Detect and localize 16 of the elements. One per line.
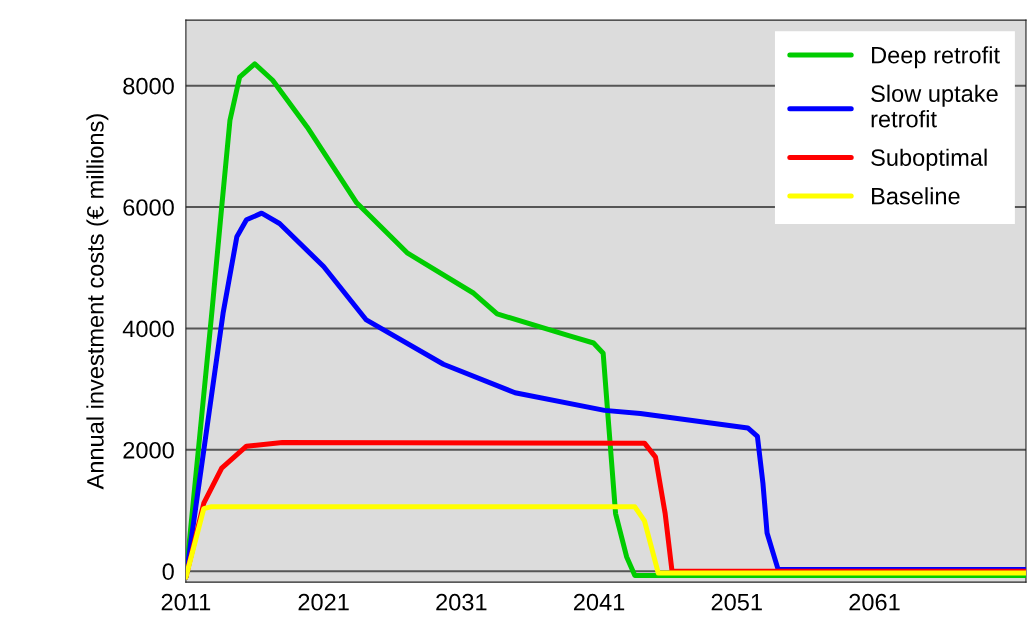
y-tick-label: 8000 (123, 77, 174, 95)
y-tick-label: 2000 (123, 441, 174, 459)
legend-label: Baseline (872, 187, 960, 205)
x-tick-label: 2041 (573, 593, 625, 611)
x-tick-label: 2051 (711, 593, 762, 611)
y-tick-label: 4000 (122, 320, 174, 338)
y-tick-label: 6000 (123, 199, 174, 216)
x-tick-label: 2011 (161, 593, 211, 611)
legend-label: Suboptimal (871, 148, 987, 171)
legend-label: Deep retrofit (872, 46, 1000, 69)
x-tick-label: 2031 (436, 593, 487, 611)
x-tick-label: 2021 (298, 593, 349, 611)
y-axis-title: Annual investment costs (€ millions) (86, 114, 109, 490)
x-tick-label: 2061 (849, 593, 900, 611)
y-tick-label: 0 (162, 563, 174, 580)
legend-label: Slow uptake retrofit (871, 84, 998, 128)
